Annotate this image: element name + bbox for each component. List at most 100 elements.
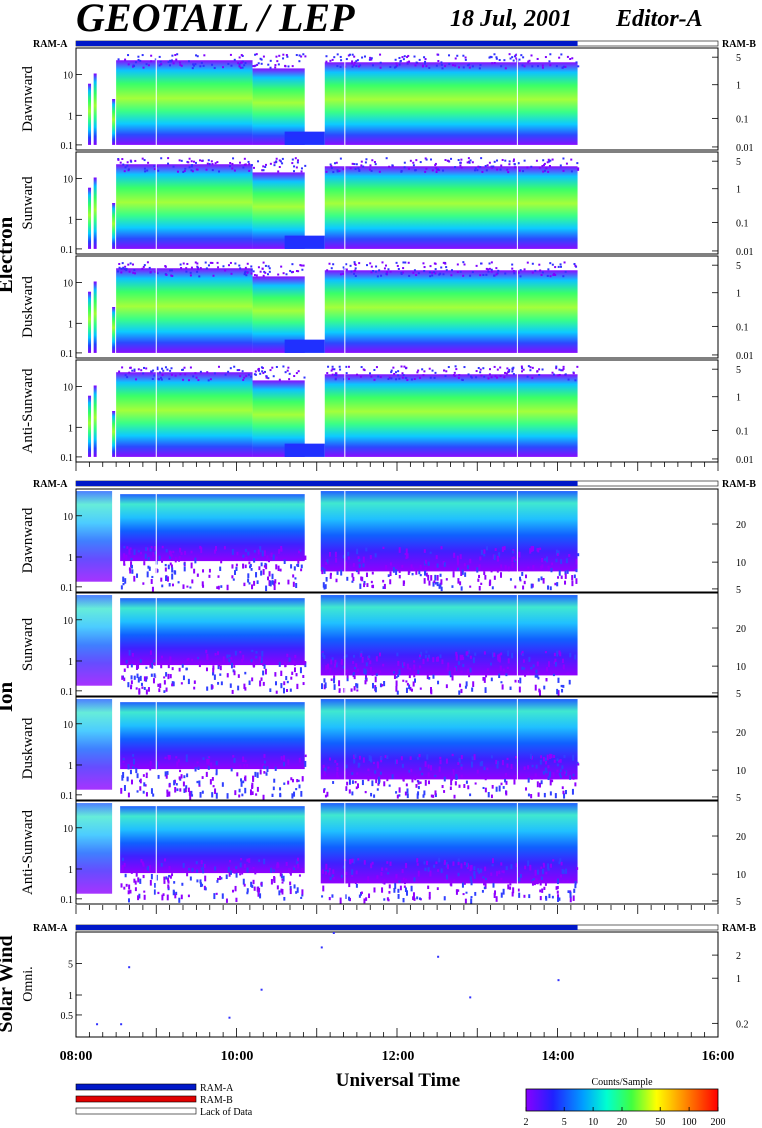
speckle (161, 894, 164, 901)
speckle (537, 792, 540, 797)
speckle (540, 780, 543, 785)
speckle (545, 896, 548, 901)
speckle (486, 268, 489, 271)
speckle (231, 889, 234, 893)
speckle (413, 378, 416, 381)
speckle (125, 883, 128, 887)
speckle (385, 565, 388, 570)
speckle (130, 675, 133, 680)
speckle (395, 261, 398, 264)
speckle (355, 163, 358, 166)
speckle (512, 158, 515, 161)
speckle (239, 765, 242, 769)
speckle (175, 783, 178, 786)
speckle (444, 65, 447, 68)
speckle (523, 580, 526, 585)
speckle (499, 665, 502, 671)
speckle (508, 163, 511, 166)
speckle (403, 662, 406, 666)
speckle (293, 170, 296, 173)
speckle (557, 897, 560, 902)
speckle (480, 262, 483, 265)
speckle (291, 270, 294, 273)
speckle (186, 871, 189, 877)
speckle (531, 376, 534, 379)
speckle (279, 568, 282, 572)
speckle (264, 562, 267, 567)
speckle (184, 550, 187, 555)
speckle (170, 367, 173, 370)
speckle (550, 754, 553, 759)
speckle (238, 788, 241, 793)
speckle (288, 657, 291, 662)
speckle (412, 681, 415, 687)
speckle (395, 759, 398, 764)
speckle (128, 548, 131, 555)
speckle (275, 55, 278, 58)
x-axis-label: Universal Time (336, 1070, 460, 1091)
speckle (284, 661, 287, 668)
speckle (498, 870, 501, 875)
speckle (258, 566, 261, 571)
speckle (232, 755, 235, 758)
speckle (361, 779, 364, 786)
speckle (561, 868, 564, 874)
speckle (483, 651, 486, 655)
speckle (503, 546, 506, 551)
speckle (300, 568, 303, 572)
speckle (273, 778, 276, 783)
speckle (177, 759, 180, 763)
speckle (504, 371, 507, 374)
speckle (324, 682, 327, 689)
speckle (243, 776, 246, 781)
speckle (458, 374, 461, 377)
speckle (558, 861, 561, 865)
y-tick-label-right: 5 (736, 585, 741, 596)
speckle (148, 266, 151, 269)
speckle (271, 366, 274, 369)
speckle (189, 876, 192, 881)
speckle (160, 663, 163, 669)
speckle (264, 264, 267, 267)
speckle (293, 866, 296, 870)
speckle (531, 262, 534, 265)
speckle (185, 270, 188, 273)
speckle (573, 574, 576, 579)
speckle (543, 864, 546, 868)
speckle (172, 550, 175, 554)
speckle (489, 662, 492, 666)
speckle (410, 768, 413, 773)
speckle (411, 572, 414, 576)
speckle (292, 660, 295, 665)
speckle (120, 787, 123, 794)
speckle (496, 871, 499, 877)
speckle (406, 788, 409, 794)
speckle (549, 779, 552, 786)
speckle (400, 271, 403, 274)
speckle (215, 892, 218, 895)
speckle (499, 375, 502, 378)
speckle (370, 863, 373, 869)
speckle (206, 655, 209, 661)
speckle (351, 772, 354, 775)
speckle (213, 66, 216, 69)
speckle (183, 366, 186, 369)
speckle (151, 377, 154, 380)
speckle (418, 897, 421, 900)
speckle (153, 660, 156, 666)
speckle (434, 164, 437, 167)
speckle (147, 64, 150, 67)
speckle (288, 378, 291, 381)
speckle (171, 873, 174, 877)
colorbar-tick-label: 2 (524, 1117, 529, 1128)
y-tick-label: 0.1 (61, 583, 74, 594)
speckle (384, 755, 387, 758)
speckle (353, 61, 356, 64)
electron-panel-label: Duskward (20, 276, 36, 338)
speckle (559, 759, 562, 763)
speckle (214, 652, 217, 656)
speckle (267, 576, 270, 581)
speckle (255, 53, 258, 56)
speckle (199, 879, 202, 884)
speckle (567, 378, 570, 381)
